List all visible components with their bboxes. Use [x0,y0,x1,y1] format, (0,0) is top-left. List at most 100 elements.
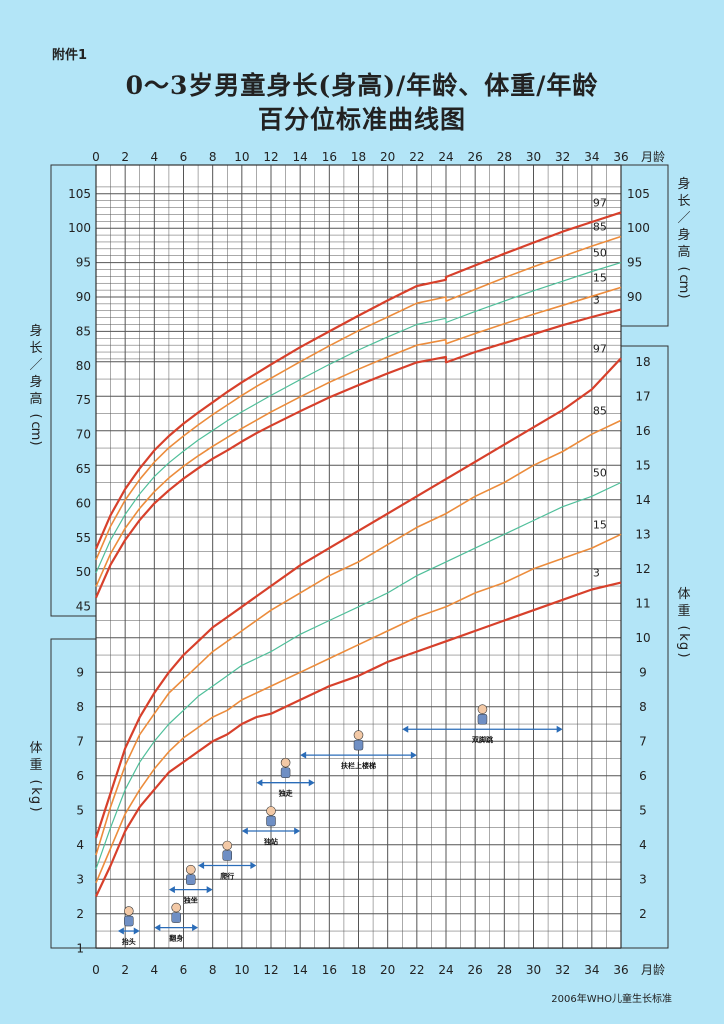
weight-axis-title-left: k [28,787,43,795]
height-series-label-p97: 97 [593,196,607,209]
weight-tick-label-left: 2 [76,907,84,921]
weight-tick-label-left: 7 [76,734,84,748]
x-tick-label-top: 6 [180,150,188,164]
milestone-arrow-head-left [117,927,124,935]
milestone-arrow-head-right [206,886,213,894]
height-axis-title-left: 高 [29,391,42,407]
weight-series-label-p3: 3 [593,567,600,580]
baby-figure-icon [477,713,488,725]
weight-series-line-p3 [95,581,622,897]
weight-tick-label-left: 1 [76,941,84,955]
height-axis-title-right: 长 [677,194,690,209]
weight-tick-label-right: 6 [639,769,647,783]
baby-figure-icon [185,864,196,875]
milestone-arrow-head-right [294,827,301,835]
height-axis-title-left: 身 [29,323,42,339]
x-unit-top: 月龄 [641,150,665,164]
x-tick-label-bottom: 6 [180,963,188,977]
weight-axis-title-right: g [676,642,691,650]
x-tick-label-bottom: 14 [293,963,308,977]
x-tick-label-bottom: 24 [438,963,453,977]
weight-series-label-p15: 15 [593,518,607,531]
weight-tick-label-right: 13 [635,527,650,541]
height-tick-label-left: 45 [76,600,91,614]
x-tick-label-top: 22 [409,150,424,164]
height-tick-label-left: 90 [76,290,91,304]
baby-figure-icon [124,915,134,927]
weight-tick-label-left: 9 [76,665,84,679]
height-tick-label-left: 105 [68,187,91,201]
x-tick-label-bottom: 0 [92,963,100,977]
height-axis-title-left: ( [28,413,43,418]
weight-axis-title-left: 体 [29,741,42,756]
baby-figure-icon [186,874,196,885]
milestone-label: 抬头 [122,937,136,946]
milestone-arrow-head-right [250,862,257,869]
height-series-line-p15 [95,286,622,587]
x-tick-label-top: 0 [92,150,100,164]
height-axis-title-left: m [28,428,43,441]
milestone-arrow-head-right [192,924,199,932]
x-tick-label-bottom: 30 [526,963,541,977]
x-tick-label-top: 4 [151,150,159,164]
milestone-arrow-head-right [308,779,315,787]
height-tick-label-left: 75 [76,393,91,407]
height-tick-label-left: 85 [76,324,91,338]
height-series-line-p50 [95,262,622,574]
x-tick-label-top: 12 [263,150,278,164]
baby-figure-icon [353,739,364,751]
baby-figure-icon [171,902,182,913]
height-axis-title-left: 长 [29,341,42,356]
weight-series-label-p85: 85 [593,404,607,417]
height-series-label-p15: 15 [593,271,607,284]
weight-tick-label-right: 9 [639,665,647,679]
weight-tick-label-right: 10 [635,631,650,645]
milestone-label: 双脚跳 [472,735,493,744]
x-tick-label-bottom: 36 [613,963,628,977]
milestone-arrow-head-right [133,927,140,935]
weight-tick-label-right: 17 [635,389,650,403]
x-tick-label-top: 36 [613,150,628,164]
x-tick-label-top: 10 [234,150,249,164]
weight-tick-label-right: 15 [635,458,650,472]
x-tick-label-top: 24 [438,150,453,164]
baby-figure-icon [266,806,276,816]
height-tick-label-right: 90 [627,290,642,304]
milestone-arrow-head-left [198,862,205,869]
height-tick-label-left: 95 [76,256,91,270]
weight-axis-title-right: ( [676,625,691,630]
height-series-label-p85: 85 [593,220,607,233]
height-tick-label-left: 70 [76,428,91,442]
height-axis-frame-right [620,164,669,327]
weight-tick-label-right: 8 [639,700,647,714]
milestone-arrow-head-left [300,751,307,759]
x-tick-label-bottom: 16 [322,963,337,977]
attachment-label: 附件1 [52,48,88,63]
x-tick-label-bottom: 4 [151,963,159,977]
milestone-arrow-head-left [256,779,263,787]
x-tick-label-top: 8 [209,150,217,164]
weight-tick-label-right: 4 [639,838,647,852]
x-tick-label-top: 32 [555,150,570,164]
weight-tick-label-right: 12 [635,562,650,576]
x-tick-label-bottom: 32 [555,963,570,977]
milestone-arrow-head-left [402,725,409,733]
x-tick-label-top: 26 [468,150,483,164]
height-tick-label-left: 65 [76,462,91,476]
x-tick-label-bottom: 22 [409,963,424,977]
x-tick-label-bottom: 8 [209,963,217,977]
weight-axis-title-right: 重 [677,603,690,619]
weight-tick-label-right: 7 [639,734,647,748]
milestone-label: 翻身 [169,934,183,943]
height-tick-label-right: 95 [627,256,642,270]
height-tick-label-right: 105 [627,187,650,201]
weight-tick-label-right: 18 [635,355,650,369]
x-tick-label-bottom: 10 [234,963,249,977]
weight-axis-title-left: 重 [29,757,42,773]
weight-tick-label-right: 2 [639,907,647,921]
weight-axis-frame-right [620,345,669,949]
height-series-line-p85 [95,235,622,561]
source-note: 2006年WHO儿童生长标准 [551,994,672,1005]
milestone-arrow-head-left [154,924,161,932]
baby-figure-icon [266,815,276,827]
